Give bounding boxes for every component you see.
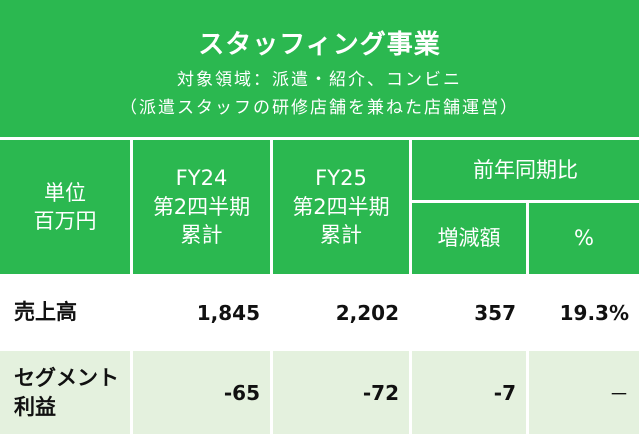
header-change: 増減額 — [412, 203, 526, 274]
header-yoy-label: 前年同期比 — [473, 157, 578, 182]
segment-scope: 対象領域：派遣・紹介、コンビニ — [177, 70, 462, 90]
header-yoy: 前年同期比 — [412, 140, 639, 200]
header-fy24: FY24 第2四半期 累計 — [133, 140, 270, 274]
header-fy24-period: 第2四半期 — [152, 194, 251, 219]
row-sales-percent: 19.3% — [559, 300, 629, 325]
row-sales-fy25: 2,202 — [335, 300, 399, 325]
row-profit-fy25: -72 — [273, 351, 409, 434]
row-profit-fy24: -65 — [133, 351, 270, 434]
header-unit-line1: 単位 — [44, 180, 86, 205]
header-fy24-year: FY24 — [175, 166, 228, 191]
header-unit-line2: 百万円 — [33, 209, 97, 233]
row-sales-fy24: 1,845 — [196, 300, 260, 325]
row-profit-label-line1: セグメント — [14, 366, 119, 391]
segment-scope-note: （派遣スタッフの研修店舗を兼ねた店舗運営） — [120, 98, 519, 118]
segment-title: スタッフィング事業 — [198, 30, 441, 60]
header-fy25-cumulative: 累計 — [320, 223, 362, 248]
header-fy25-year: FY25 — [315, 166, 367, 191]
row-sales-label: 売上高 — [14, 300, 77, 325]
segment-banner: スタッフィング事業 対象領域：派遣・紹介、コンビニ （派遣スタッフの研修店舗を兼… — [0, 0, 639, 137]
row-profit-label: セグメント 利益 — [0, 351, 130, 434]
header-change-label: 増減額 — [437, 226, 501, 251]
row-sales-change: 357 — [474, 300, 516, 325]
header-percent: % — [529, 203, 639, 274]
row-profit-percent: － — [529, 351, 639, 434]
header-fy24-cumulative: 累計 — [180, 223, 223, 248]
header-unit: 単位 百万円 — [0, 140, 130, 274]
header-fy25: FY25 第2四半期 累計 — [273, 140, 409, 274]
row-profit-label-line2: 利益 — [14, 394, 56, 419]
header-fy25-period: 第2四半期 — [292, 194, 390, 219]
header-percent-label: % — [574, 226, 594, 251]
row-profit-change: -7 — [412, 351, 526, 434]
